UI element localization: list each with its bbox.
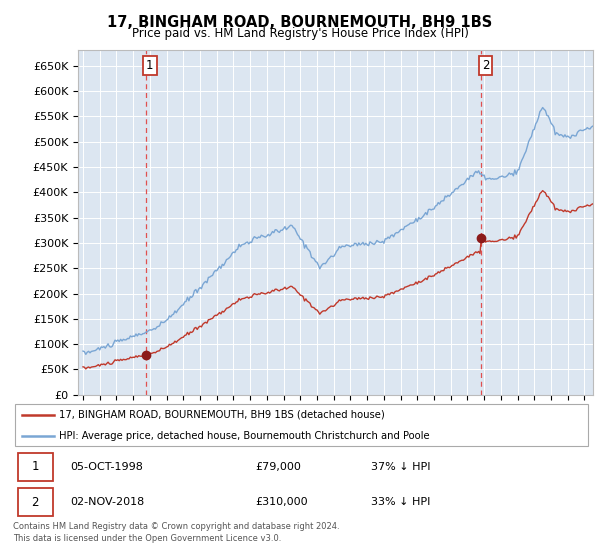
- Text: 17, BINGHAM ROAD, BOURNEMOUTH, BH9 1BS (detached house): 17, BINGHAM ROAD, BOURNEMOUTH, BH9 1BS (…: [59, 410, 385, 420]
- Text: Contains HM Land Registry data © Crown copyright and database right 2024.: Contains HM Land Registry data © Crown c…: [13, 522, 340, 531]
- Text: 1: 1: [146, 59, 154, 72]
- Text: HPI: Average price, detached house, Bournemouth Christchurch and Poole: HPI: Average price, detached house, Bour…: [59, 431, 430, 441]
- FancyBboxPatch shape: [18, 452, 53, 481]
- Text: 37% ↓ HPI: 37% ↓ HPI: [371, 462, 430, 472]
- Text: 1: 1: [31, 460, 39, 473]
- Text: £79,000: £79,000: [255, 462, 301, 472]
- FancyBboxPatch shape: [15, 404, 588, 446]
- Text: 02-NOV-2018: 02-NOV-2018: [70, 497, 144, 507]
- Text: 2: 2: [482, 59, 489, 72]
- FancyBboxPatch shape: [18, 488, 53, 516]
- Text: 33% ↓ HPI: 33% ↓ HPI: [371, 497, 430, 507]
- Text: Price paid vs. HM Land Registry's House Price Index (HPI): Price paid vs. HM Land Registry's House …: [131, 27, 469, 40]
- Text: This data is licensed under the Open Government Licence v3.0.: This data is licensed under the Open Gov…: [13, 534, 281, 543]
- Text: 05-OCT-1998: 05-OCT-1998: [70, 462, 143, 472]
- Text: £310,000: £310,000: [255, 497, 308, 507]
- Text: 2: 2: [31, 496, 39, 508]
- Text: 17, BINGHAM ROAD, BOURNEMOUTH, BH9 1BS: 17, BINGHAM ROAD, BOURNEMOUTH, BH9 1BS: [107, 15, 493, 30]
